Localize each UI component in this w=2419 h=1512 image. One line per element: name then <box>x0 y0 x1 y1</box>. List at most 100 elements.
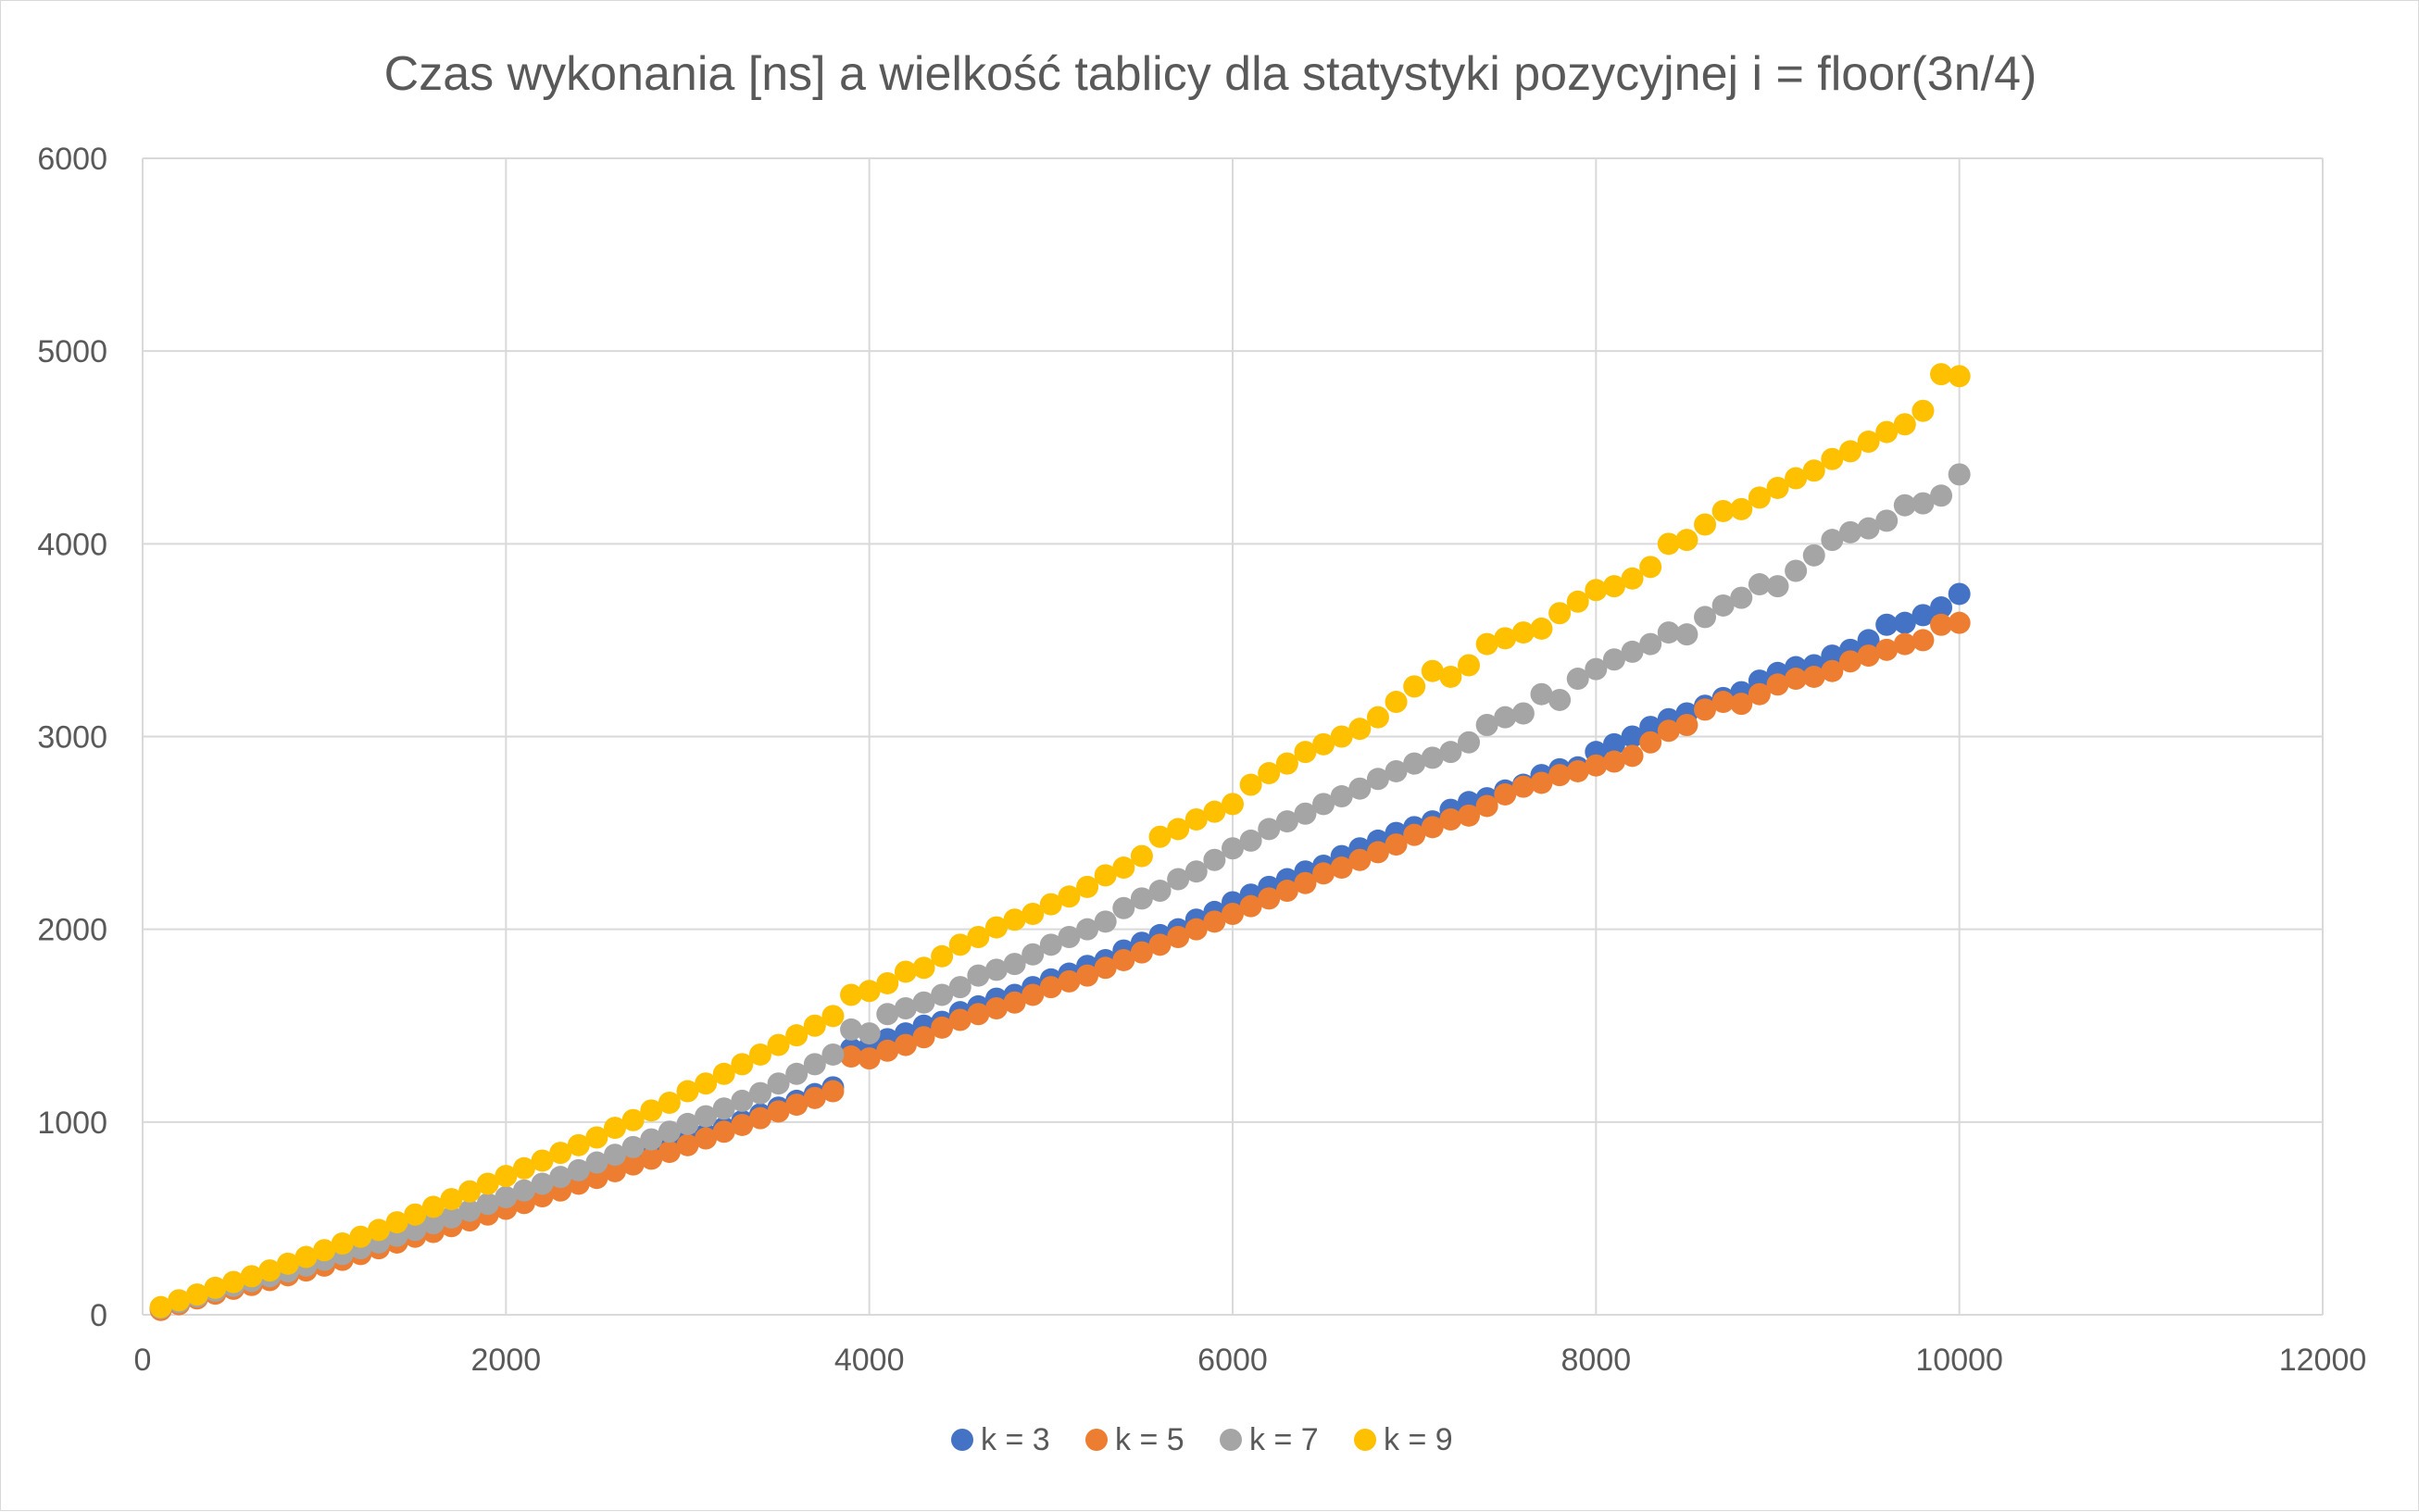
data-point <box>821 1043 845 1066</box>
gridlines <box>142 157 2324 1316</box>
data-point <box>1203 910 1226 933</box>
data-point <box>1821 644 1844 668</box>
y-tick-label: 0 <box>90 1298 107 1333</box>
data-point <box>1585 579 1608 602</box>
data-point <box>1838 650 1861 673</box>
data-point <box>984 997 1008 1020</box>
data-point <box>785 1093 808 1117</box>
data-point <box>313 1239 336 1262</box>
data-point <box>1222 837 1244 860</box>
data-point <box>1458 731 1481 754</box>
data-point <box>1458 654 1481 677</box>
data-point <box>731 1113 754 1136</box>
data-point <box>1511 775 1535 798</box>
data-point <box>404 1218 427 1242</box>
data-point <box>1694 513 1717 536</box>
data-point <box>1385 759 1408 782</box>
data-point <box>894 997 917 1020</box>
data-point <box>512 1156 535 1180</box>
legend-item-1: k = 3 <box>951 1422 1050 1457</box>
legend: k = 3 k = 5 k = 7 k = 9 <box>951 1422 1453 1457</box>
data-point <box>676 1112 699 1135</box>
data-point <box>1930 613 1953 636</box>
data-point <box>658 1141 681 1164</box>
series-4 <box>149 363 1971 1318</box>
data-point <box>912 956 935 980</box>
data-point <box>1602 575 1625 598</box>
data-point <box>1039 933 1062 956</box>
data-point <box>1239 773 1262 796</box>
data-point <box>604 1143 627 1167</box>
data-point <box>1021 983 1045 1006</box>
data-point <box>931 944 954 968</box>
data-point <box>621 1153 645 1176</box>
data-point <box>1003 991 1026 1014</box>
data-point <box>185 1283 208 1306</box>
data-point <box>1021 943 1045 966</box>
data-point <box>240 1265 263 1288</box>
data-point <box>821 1080 845 1103</box>
data-point <box>748 1106 771 1130</box>
data-point <box>1239 894 1262 918</box>
data-point <box>1094 864 1117 887</box>
data-point <box>1711 691 1735 714</box>
data-point <box>1857 629 1880 652</box>
data-point <box>984 916 1008 939</box>
data-point <box>349 1225 372 1248</box>
data-point <box>676 1080 699 1103</box>
data-point <box>1148 880 1172 903</box>
data-point <box>1330 725 1353 748</box>
data-point <box>458 1180 482 1203</box>
data-point <box>1857 431 1880 454</box>
data-point <box>1711 499 1735 522</box>
data-point <box>1167 868 1190 891</box>
legend-marker <box>1085 1429 1108 1451</box>
data-point <box>1548 764 1572 787</box>
data-point <box>1494 627 1517 650</box>
data-point <box>803 1053 826 1076</box>
data-point <box>695 1127 718 1150</box>
data-point <box>1802 665 1825 688</box>
legend-marker <box>1354 1429 1376 1451</box>
y-tick-label: 2000 <box>37 913 107 948</box>
data-point <box>1530 771 1553 794</box>
data-point <box>803 1086 826 1109</box>
data-point <box>1948 582 1971 606</box>
data-point <box>912 1026 935 1049</box>
data-point <box>1893 632 1916 656</box>
data-point <box>1094 956 1117 980</box>
data-point <box>1821 659 1844 682</box>
data-point <box>1911 604 1935 627</box>
data-point <box>1275 752 1298 775</box>
data-point <box>1511 621 1535 644</box>
data-point <box>1184 860 1208 883</box>
data-point <box>1621 567 1644 590</box>
legend-label: k = 3 <box>981 1422 1050 1457</box>
data-point <box>1294 802 1317 825</box>
data-point <box>1530 617 1553 640</box>
data-point <box>1167 925 1190 948</box>
data-point <box>1602 648 1625 671</box>
data-point <box>421 1195 445 1218</box>
data-point <box>1821 447 1844 470</box>
data-point <box>1421 816 1444 839</box>
data-point <box>331 1231 354 1255</box>
data-point <box>1385 833 1408 856</box>
data-point <box>767 1033 790 1056</box>
data-point <box>295 1245 318 1268</box>
data-point <box>1258 762 1281 785</box>
data-point <box>712 1120 735 1143</box>
data-point <box>748 1043 771 1066</box>
data-point <box>712 1062 735 1085</box>
data-point <box>1003 953 1026 976</box>
data-point <box>1675 623 1698 646</box>
data-point <box>1184 918 1208 941</box>
data-point <box>1530 682 1553 706</box>
data-point <box>1258 818 1281 841</box>
data-point <box>858 1047 881 1070</box>
data-point <box>1639 731 1662 754</box>
data-point <box>858 1022 881 1045</box>
legend-marker <box>951 1429 973 1451</box>
data-point <box>1766 476 1789 499</box>
data-point <box>1893 413 1916 436</box>
